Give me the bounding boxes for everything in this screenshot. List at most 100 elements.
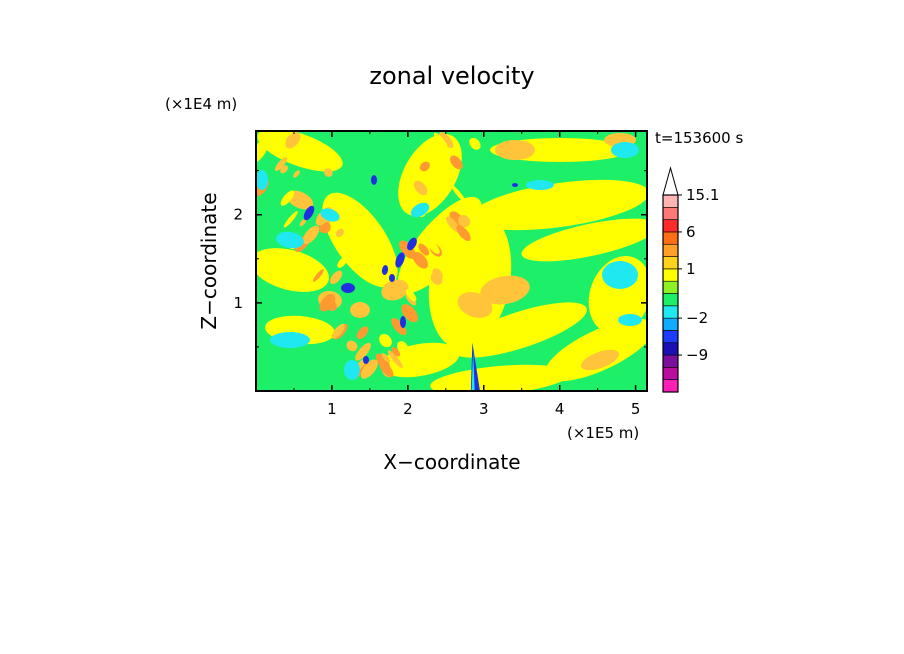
x-axis-title: X−coordinate bbox=[383, 450, 520, 474]
yellow-region bbox=[470, 179, 647, 231]
wave-patch bbox=[346, 340, 358, 352]
blue-core bbox=[407, 237, 417, 251]
blue-core bbox=[395, 252, 405, 268]
cyan-region bbox=[602, 261, 638, 289]
yellow-region bbox=[398, 133, 462, 217]
wave-patch bbox=[285, 132, 301, 149]
wave-patch bbox=[331, 323, 345, 339]
colorbar-swatch bbox=[662, 268, 679, 282]
wave-patch bbox=[439, 132, 454, 149]
colorbar-swatch bbox=[662, 207, 679, 220]
blue-core bbox=[303, 205, 315, 221]
wave-patch bbox=[324, 168, 333, 177]
wave-patch bbox=[280, 190, 295, 206]
velocity-field bbox=[256, 131, 647, 391]
cyan-region bbox=[526, 180, 554, 190]
colorbar-swatch bbox=[662, 342, 679, 356]
colorbar-swatch bbox=[662, 231, 679, 245]
orange-region bbox=[457, 292, 493, 318]
y-tick-label: 1 bbox=[233, 294, 243, 312]
wave-patch bbox=[362, 363, 375, 377]
wave-patch bbox=[413, 180, 428, 196]
colorbar-label: −9 bbox=[686, 346, 708, 364]
wave-patch bbox=[381, 353, 391, 363]
x-tick-label: 2 bbox=[403, 400, 413, 418]
wave-patch bbox=[401, 304, 419, 323]
wave-patch bbox=[355, 342, 371, 361]
x-tick-label: 1 bbox=[327, 400, 337, 418]
plot-area bbox=[256, 131, 647, 391]
orange-region bbox=[495, 140, 535, 160]
wave-patch bbox=[397, 341, 408, 353]
colorbar-swatch bbox=[662, 330, 679, 344]
colorbar: 15.1 6 1 −2 −9 bbox=[662, 166, 719, 393]
x-unit-label: (×1E5 m) bbox=[567, 424, 639, 442]
colorbar-label: 15.1 bbox=[686, 186, 719, 204]
yellow-region bbox=[322, 192, 398, 288]
yellow-region bbox=[544, 318, 647, 382]
wave-patch bbox=[379, 361, 394, 378]
wave-patch bbox=[280, 165, 288, 174]
wave-patch bbox=[379, 333, 392, 348]
cyan-region bbox=[270, 332, 310, 348]
colorbar-label: 6 bbox=[686, 223, 696, 241]
axes-ticks: 1 2 3 4 5 1 2 bbox=[233, 131, 647, 418]
wave-patch bbox=[330, 270, 343, 285]
colorbar-label: −2 bbox=[686, 309, 708, 327]
y-tick-label: 2 bbox=[233, 206, 243, 224]
yellow-region bbox=[453, 302, 587, 358]
orange-region bbox=[381, 279, 409, 301]
cyan-region bbox=[344, 360, 360, 380]
colorbar-swatch bbox=[662, 219, 679, 233]
cyan-region bbox=[276, 231, 304, 249]
wave-patch bbox=[293, 170, 300, 178]
cyan-region bbox=[410, 202, 430, 218]
blue-core bbox=[371, 175, 377, 185]
wave-patch bbox=[456, 225, 471, 242]
colorbar-swatch bbox=[662, 194, 679, 208]
cyan-region bbox=[611, 142, 639, 158]
x-tick-label: 5 bbox=[631, 400, 641, 418]
colorbar-swatch bbox=[662, 280, 679, 294]
wave-patch bbox=[391, 347, 401, 357]
yellow-region bbox=[521, 218, 647, 262]
wave-patch bbox=[405, 289, 417, 302]
blue-core bbox=[389, 274, 395, 282]
wave-patch bbox=[432, 268, 443, 280]
wave-patch bbox=[302, 225, 320, 245]
colorbar-label: 1 bbox=[686, 260, 696, 278]
wave-patch bbox=[469, 137, 481, 150]
x-tick-label: 4 bbox=[555, 400, 565, 418]
wave-patch bbox=[418, 243, 430, 256]
colorbar-swatch bbox=[662, 317, 679, 331]
y-unit-label: (×1E4 m) bbox=[165, 95, 237, 113]
cyan-region bbox=[256, 170, 268, 190]
wave-patch bbox=[299, 219, 307, 227]
wave-patch bbox=[356, 326, 369, 339]
colorbar-arrow bbox=[662, 166, 679, 196]
yellow-region bbox=[380, 342, 460, 378]
wave-patch bbox=[450, 155, 463, 170]
colorbar-swatch bbox=[662, 293, 679, 307]
cyan-region bbox=[320, 208, 340, 222]
orange-region bbox=[581, 349, 619, 371]
blue-core bbox=[512, 183, 518, 187]
wave-patch bbox=[283, 211, 298, 228]
colorbar-swatch bbox=[662, 354, 679, 368]
orange-region bbox=[350, 302, 370, 318]
wave-patch bbox=[445, 216, 460, 233]
blue-core bbox=[363, 356, 369, 364]
wave-patch bbox=[426, 238, 440, 254]
yellow-region bbox=[257, 131, 343, 172]
blue-core bbox=[341, 283, 355, 293]
wave-patch bbox=[433, 132, 448, 148]
x-tick-label: 3 bbox=[479, 400, 489, 418]
colorbar-swatch bbox=[662, 256, 679, 270]
colorbar-swatch bbox=[662, 379, 679, 393]
time-label: t=153600 s bbox=[655, 129, 743, 147]
wave-patch bbox=[337, 256, 348, 268]
colorbar-swatch bbox=[662, 367, 679, 380]
yellow-region bbox=[256, 248, 329, 292]
cyan-region bbox=[618, 314, 642, 326]
